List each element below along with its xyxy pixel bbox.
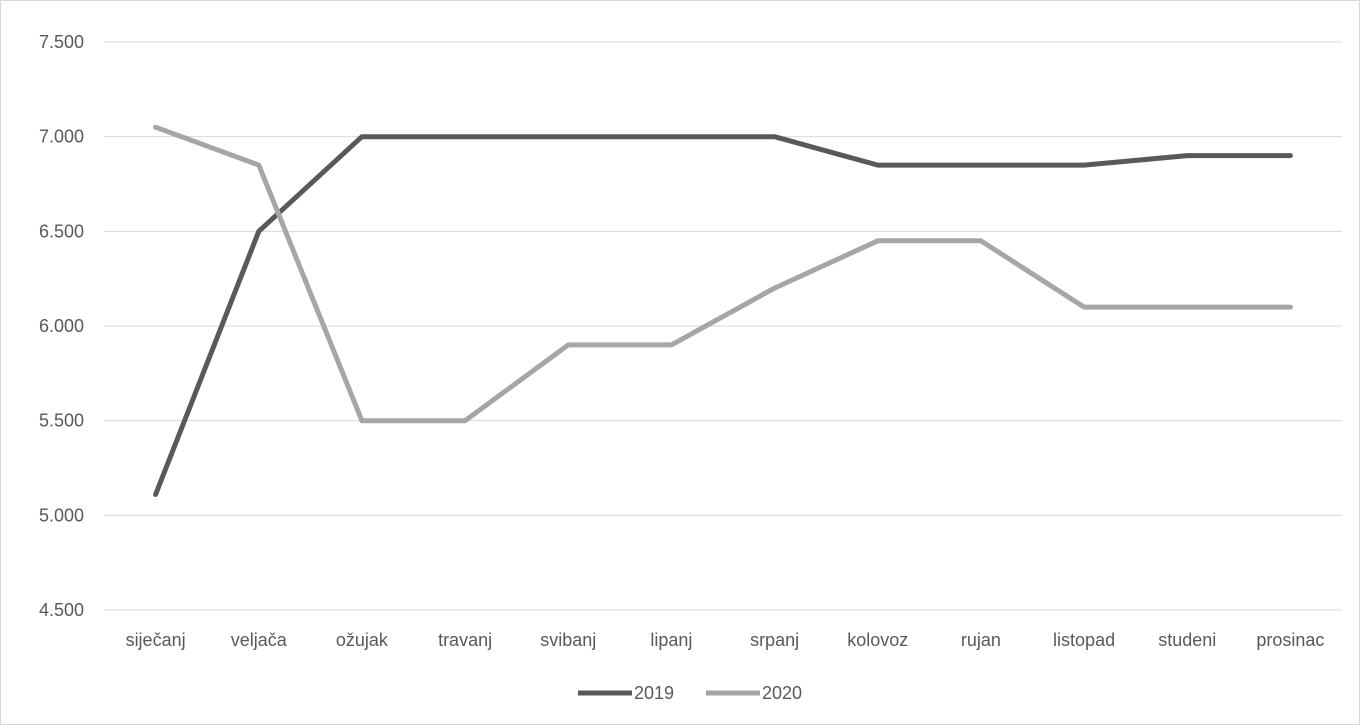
legend: 2019 2020 (578, 683, 802, 703)
y-tick-label: 5.500 (39, 411, 84, 431)
x-tick-label: listopad (1053, 630, 1115, 650)
x-tick-label: ožujak (336, 630, 389, 650)
series-lines (153, 124, 1293, 497)
y-tick-label: 4.500 (39, 600, 84, 620)
x-axis-tick-labels: siječanj veljača ožujak travanj svibanj lipan… (126, 630, 1325, 650)
x-tick-label: travanj (438, 630, 492, 650)
legend-label-2020: 2020 (762, 683, 802, 703)
legend-label-2019: 2019 (634, 683, 674, 703)
x-tick-label: svibanj (540, 630, 596, 650)
y-tick-label: 7.500 (39, 32, 84, 52)
x-tick-label: veljača (231, 630, 288, 650)
y-tick-label: 5.000 (39, 505, 84, 525)
y-tick-label: 7.000 (39, 127, 84, 147)
y-tick-label: 6.000 (39, 316, 84, 336)
x-tick-label: lipanj (650, 630, 692, 650)
y-axis-tick-labels: 4.500 5.000 5.500 6.000 6.500 7.000 7.500 (39, 32, 84, 620)
x-tick-label: kolovoz (847, 630, 908, 650)
x-tick-label: srpanj (750, 630, 799, 650)
gridlines (104, 41, 1342, 611)
series-line-2019 (153, 134, 1293, 497)
series-line-2020 (153, 124, 1293, 424)
x-tick-label: studeni (1158, 630, 1216, 650)
x-tick-label: rujan (961, 630, 1001, 650)
y-tick-label: 6.500 (39, 221, 84, 241)
x-tick-label: siječanj (126, 630, 186, 650)
x-tick-label: prosinac (1256, 630, 1324, 650)
